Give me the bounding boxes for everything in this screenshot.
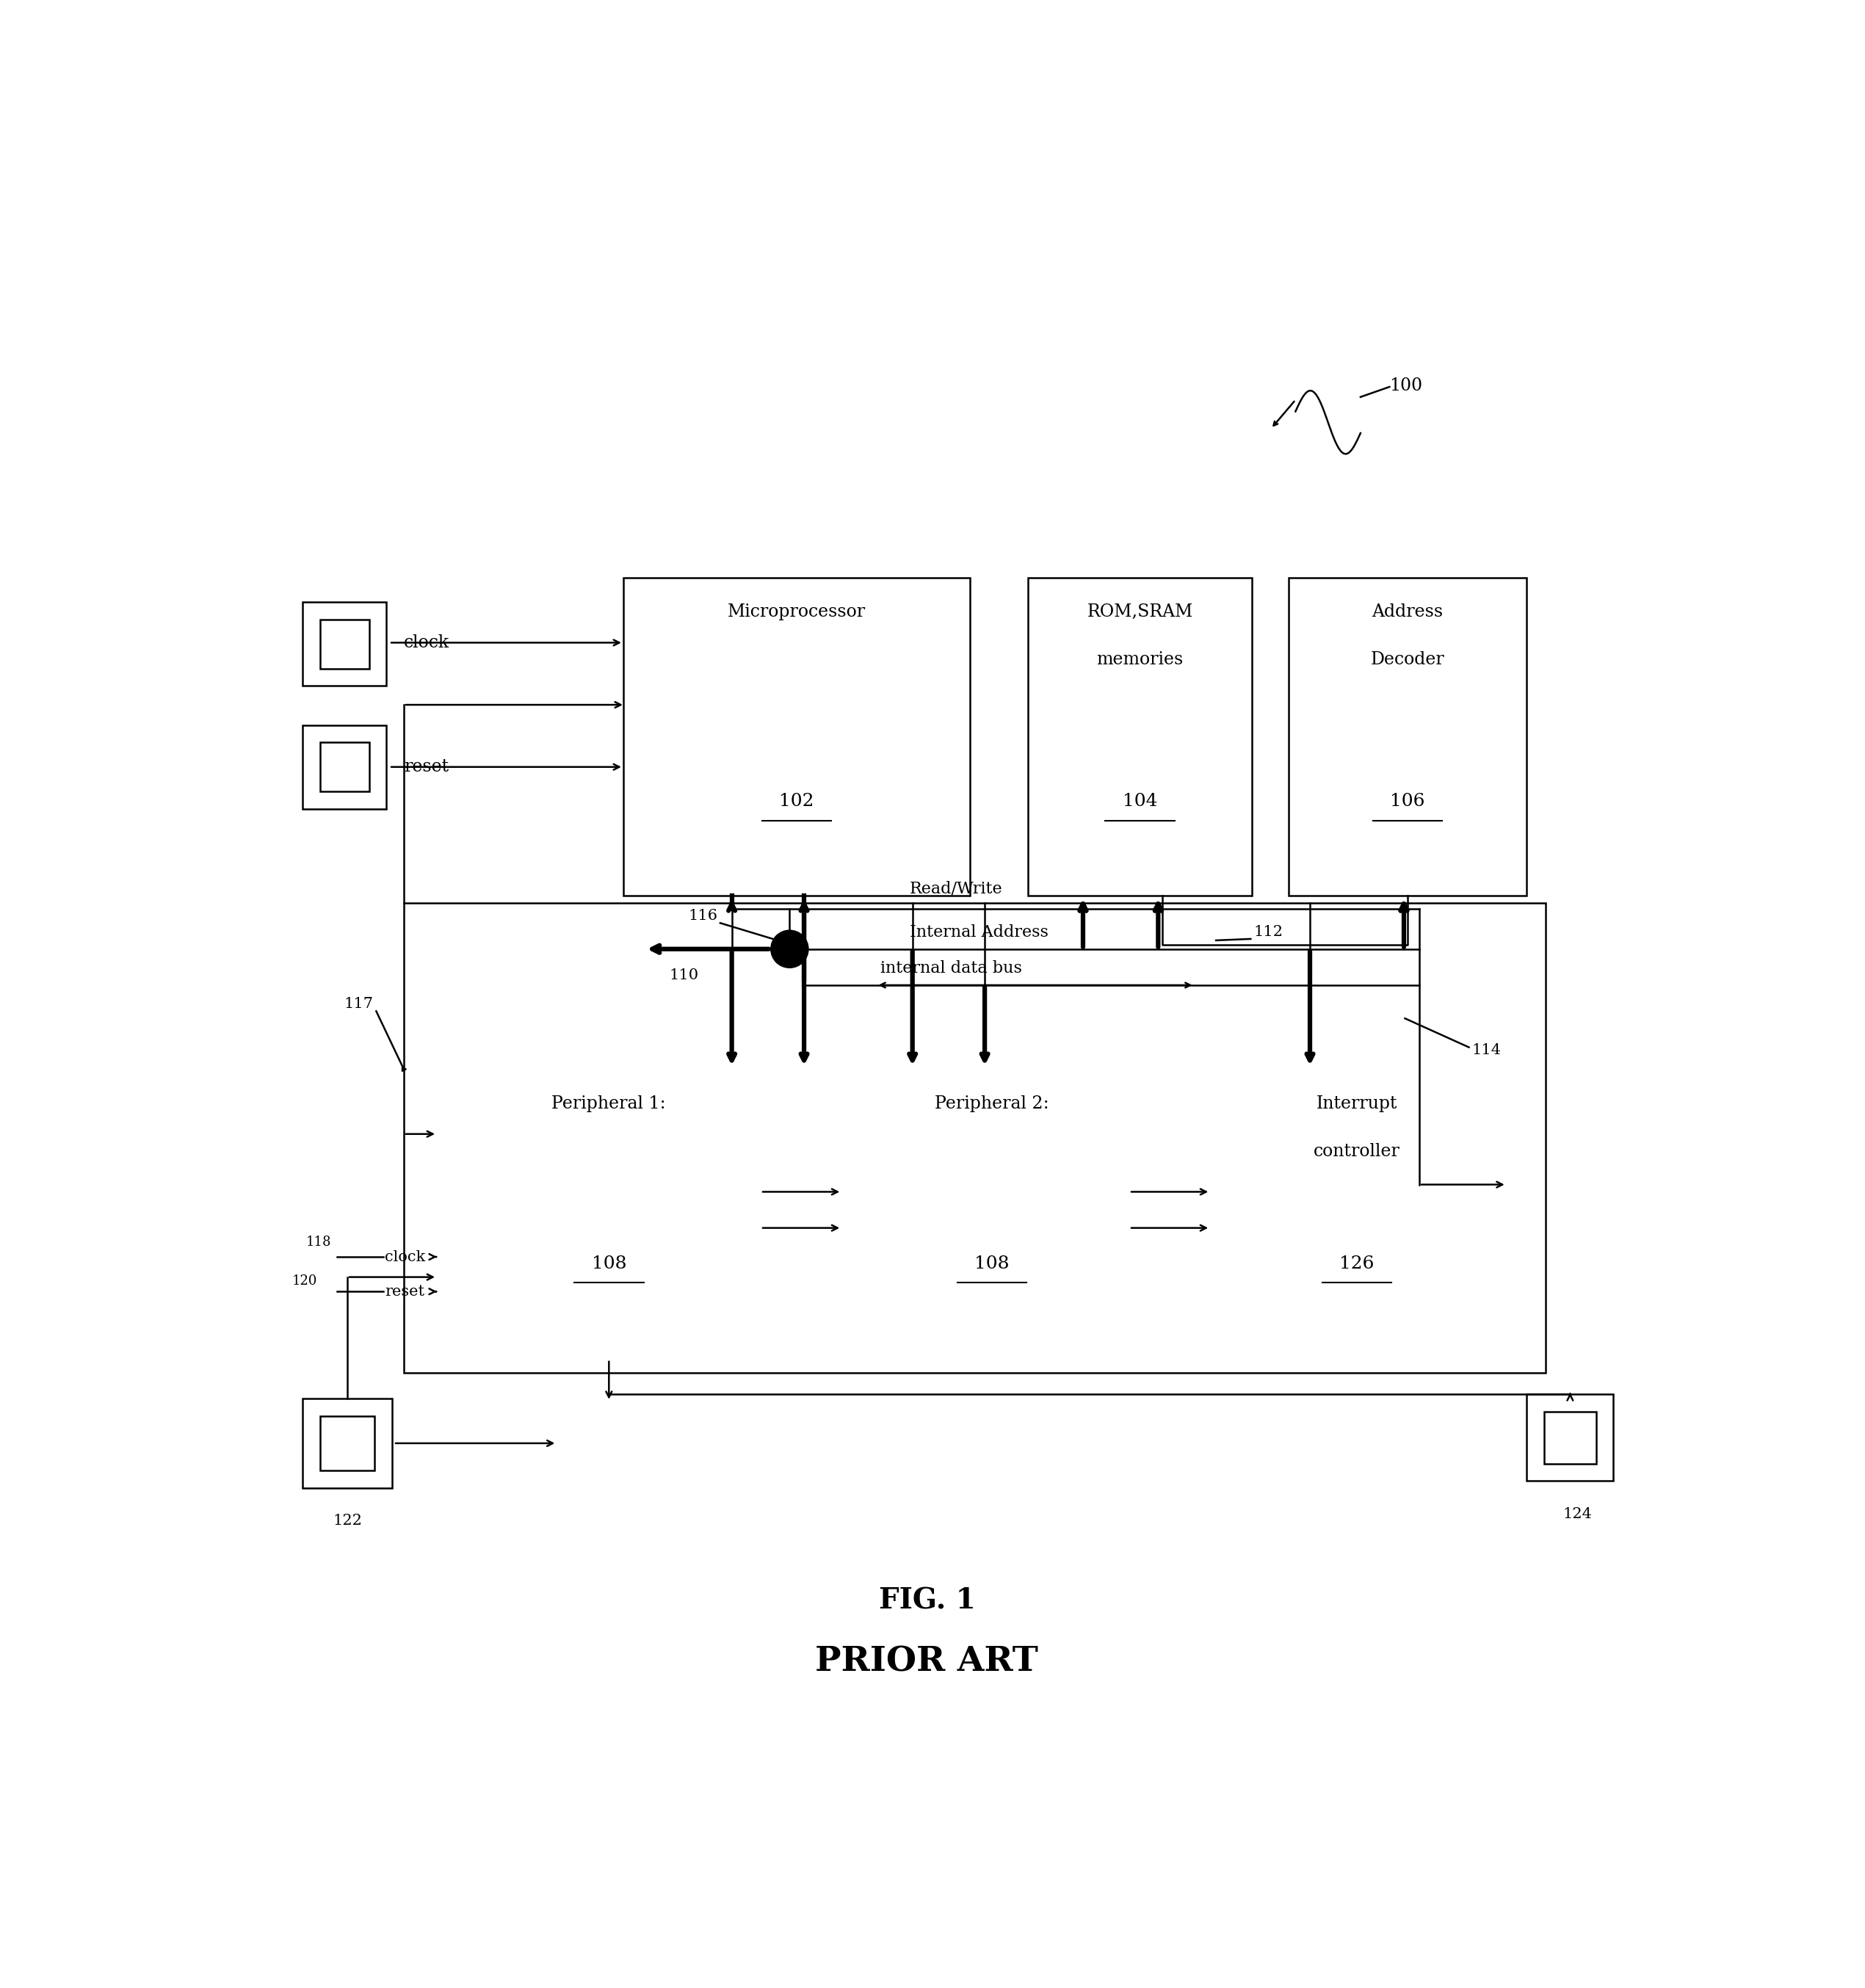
Text: reset: reset [384, 1284, 425, 1298]
Text: clock: clock [403, 634, 449, 652]
Text: 116: 116 [688, 909, 718, 922]
Bar [403, 903, 1546, 1372]
Text: 118: 118 [306, 1237, 332, 1248]
Bar [623, 579, 970, 895]
Bar [1289, 579, 1527, 895]
Circle shape [770, 930, 808, 968]
Text: 110: 110 [670, 968, 699, 982]
Text: Internal Address: Internal Address [910, 924, 1048, 940]
Bar [302, 1398, 392, 1489]
Text: memories: memories [1097, 652, 1184, 668]
Text: 108: 108 [591, 1256, 627, 1272]
Bar [321, 1415, 375, 1471]
Bar [321, 620, 369, 668]
Text: 126: 126 [1339, 1256, 1375, 1272]
Text: 104: 104 [1123, 793, 1158, 809]
Text: PRIOR ART: PRIOR ART [815, 1644, 1039, 1678]
Text: Peripheral 2:: Peripheral 2: [934, 1095, 1050, 1111]
Text: 120: 120 [291, 1274, 317, 1288]
Text: ROM,SRAM: ROM,SRAM [1087, 604, 1194, 620]
Bar [1028, 579, 1251, 895]
Text: 106: 106 [1389, 793, 1425, 809]
Bar [302, 726, 386, 809]
Text: Microprocessor: Microprocessor [727, 604, 865, 620]
Text: Peripheral 1:: Peripheral 1: [552, 1095, 666, 1111]
Text: FIG. 1: FIG. 1 [878, 1586, 975, 1614]
Text: internal data bus: internal data bus [880, 960, 1022, 976]
Text: reset: reset [403, 759, 449, 775]
Bar [436, 1070, 783, 1358]
Text: 112: 112 [1253, 924, 1283, 938]
Bar [1544, 1411, 1596, 1463]
Bar [321, 742, 369, 791]
Bar [1527, 1394, 1613, 1481]
Text: 102: 102 [780, 793, 815, 809]
Text: 108: 108 [975, 1256, 1009, 1272]
Text: 122: 122 [332, 1515, 362, 1529]
Text: Decoder: Decoder [1371, 652, 1445, 668]
Bar [1209, 1070, 1505, 1358]
Text: Interrupt: Interrupt [1317, 1095, 1397, 1111]
Bar [839, 1070, 1143, 1358]
Text: Read/Write: Read/Write [910, 881, 1003, 897]
Text: 100: 100 [1389, 378, 1423, 394]
Text: 117: 117 [343, 996, 373, 1012]
Text: clock: clock [384, 1250, 425, 1264]
Text: Address: Address [1373, 604, 1444, 620]
Text: controller: controller [1313, 1143, 1401, 1159]
Text: 124: 124 [1563, 1507, 1593, 1521]
Bar [302, 602, 386, 686]
Text: 114: 114 [1471, 1044, 1501, 1058]
